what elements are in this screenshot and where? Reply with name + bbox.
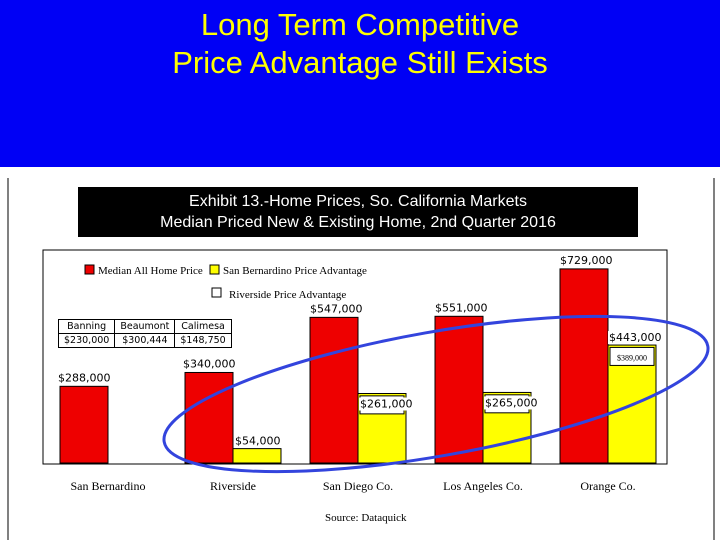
sb-label-bg	[484, 396, 539, 410]
bar-median-all	[434, 315, 484, 464]
category-label: San Bernardino	[71, 479, 146, 493]
inset-header-cell: Beaumont	[114, 319, 176, 334]
sb-advantage-label: $265,000	[485, 396, 538, 409]
slide-title: Long Term Competitive Price Advantage St…	[0, 6, 720, 82]
category-label: San Diego Co.	[323, 479, 393, 493]
plot-frame	[42, 249, 668, 465]
sb-label-bg	[359, 397, 414, 411]
sb-advantage-label: $54,000	[235, 435, 281, 448]
median-price-label: $288,000	[58, 371, 111, 384]
exhibit-subtitle: Median Priced New & Existing Home, 2nd Q…	[160, 214, 556, 231]
bar-median-all	[59, 385, 109, 464]
inset-header-cell: Banning	[57, 319, 116, 334]
inset-value-cell: $230,000	[57, 333, 116, 348]
median-price-label: $729,000	[560, 254, 613, 267]
data-labels: $288,000$340,000$54,000$207,000$547,000$…	[58, 254, 663, 448]
median-price-label: $340,000	[183, 357, 236, 370]
slide-title-line1: Long Term Competitive	[200, 7, 520, 42]
sb-advantage-label: $443,000	[609, 331, 662, 344]
legend-swatch-riv	[211, 287, 222, 298]
inset-header-cell: Calimesa	[174, 319, 232, 334]
inset-table: Banning Beaumont Calimesa $230,000 $300,…	[57, 319, 232, 348]
category-label: Riverside	[210, 479, 256, 493]
category-label: Orange Co.	[580, 479, 635, 493]
bars	[59, 268, 657, 464]
bar-median-all	[309, 316, 359, 464]
sb-label-bg	[234, 434, 283, 448]
inset-value-cell: $300,444	[114, 333, 176, 348]
sb-label-bg	[608, 331, 663, 345]
exhibit-title: Exhibit 13.-Home Prices, So. California …	[189, 193, 527, 210]
exhibit-header: Exhibit 13.-Home Prices, So. California …	[78, 187, 638, 237]
median-price-label: $547,000	[310, 302, 363, 315]
median-price-label: $551,000	[435, 301, 488, 314]
bar-sb-advantage	[232, 448, 282, 464]
sb-advantage-label: $261,000	[360, 398, 413, 411]
legend-label-all: Median All Home Price	[98, 265, 203, 277]
legend-label-sb: San Bernardino Price Advantage	[223, 265, 367, 277]
inset-value-cell: $148,750	[174, 333, 232, 348]
category-label: Los Angeles Co.	[443, 479, 523, 493]
highlight-ellipse	[162, 314, 710, 474]
inset-value-row: $230,000 $300,444 $148,750	[57, 333, 232, 348]
slide-title-line2: Price Advantage Still Exists	[172, 45, 548, 80]
riverside-advantage-label: $389,000	[617, 353, 647, 362]
inset-header-row: Banning Beaumont Calimesa	[57, 319, 232, 334]
legend: Median All Home Price San Bernardino Pri…	[84, 264, 367, 301]
riverside-label-box	[609, 346, 655, 366]
category-labels: San Bernardino Riverside San Diego Co. Los …	[71, 479, 636, 493]
legend-label-riv: Riverside Price Advantage	[229, 289, 346, 301]
legend-swatch-sb	[209, 264, 220, 275]
source-note: Source: Dataquick	[325, 512, 407, 524]
bar-median-all	[559, 268, 609, 464]
legend-swatch-all	[84, 264, 95, 275]
bar-median-all	[184, 371, 234, 464]
